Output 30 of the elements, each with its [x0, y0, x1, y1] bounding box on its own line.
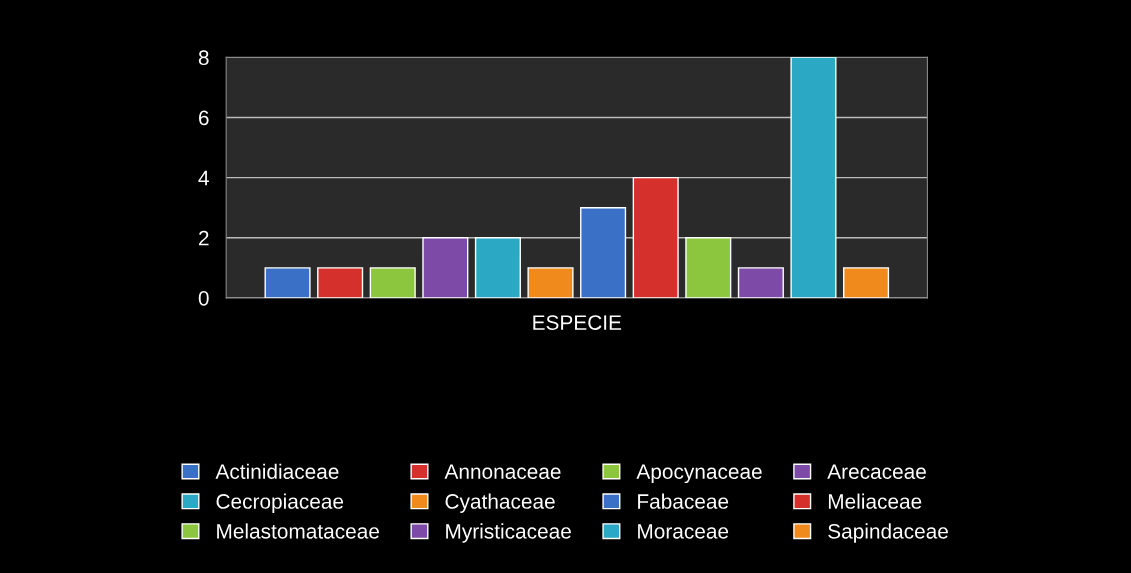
bar [685, 237, 732, 298]
bar [317, 267, 364, 298]
y-tick-label: 4 [198, 170, 209, 186]
bar [632, 176, 679, 298]
legend-label: Arecaceae [827, 464, 926, 479]
legend-label: Moraceae [638, 524, 729, 539]
bar [790, 57, 837, 298]
legend-label: Apocynaceae [636, 464, 762, 484]
y-tick-label: 0 [198, 290, 209, 306]
bar [580, 207, 627, 298]
legend-label: Sapindaceae [828, 523, 948, 543]
legend-label: Cyathaceae [445, 493, 555, 513]
bar [843, 267, 890, 298]
y-tick-label: 6 [199, 110, 209, 126]
legend-label: Meliaceae [828, 493, 922, 509]
legend-label: Myristicaceae [446, 523, 571, 543]
legend-label: Actinidiaceae [215, 463, 339, 479]
bar [369, 267, 416, 298]
y-tick-label: 8 [198, 50, 209, 66]
legend-label: Annonaceae [444, 464, 561, 479]
bar [527, 267, 574, 298]
legend-label: Melastomataceae [217, 523, 379, 539]
bar [264, 267, 311, 298]
bar [737, 267, 784, 298]
y-tick-label: 2 [199, 230, 209, 246]
x-tick-label: ESPECIE [533, 315, 622, 330]
bar [474, 237, 521, 298]
bar [422, 237, 469, 298]
legend-label: Fabaceae [638, 493, 729, 509]
legend-label: Cecropiaceae [216, 493, 344, 513]
